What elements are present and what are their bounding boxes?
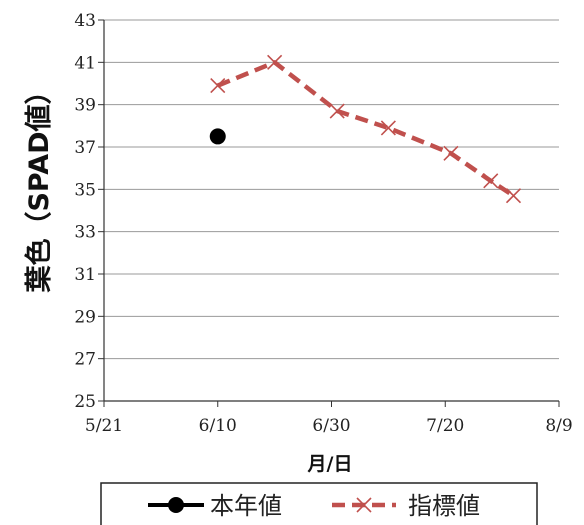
y-axis-title: 葉色（SPAD値）	[23, 77, 55, 293]
legend-label: 本年値	[210, 492, 282, 520]
indicator-point	[267, 54, 283, 70]
legend: 本年値 指標値	[100, 482, 538, 525]
y-tick-label: 33	[74, 223, 96, 243]
series-line-indicator	[216, 60, 515, 198]
y-tick-label: 25	[74, 392, 96, 412]
x-tick-label: 5/21	[85, 416, 123, 436]
x-tick-label: 7/20	[426, 416, 464, 436]
y-tick-label: 31	[74, 265, 96, 285]
indicator-point	[380, 120, 396, 136]
axes	[103, 20, 559, 402]
x-axis-title: 月/日	[307, 453, 353, 475]
x-tick-label: 8/9	[545, 416, 572, 436]
indicator-point	[329, 103, 345, 119]
x-tick-label: 6/30	[312, 416, 350, 436]
legend-marker-indicator	[356, 497, 372, 513]
indicator-point	[210, 78, 226, 94]
y-tick-label: 37	[74, 138, 96, 158]
y-tick-label: 41	[74, 53, 96, 73]
legend-marker-current	[168, 497, 184, 513]
indicator-point	[443, 145, 459, 161]
current-year-point	[209, 128, 226, 145]
x-tick-label: 6/10	[199, 416, 237, 436]
y-tick-label: 27	[74, 350, 96, 370]
y-axis-ticks: 25 27 29 31 33 35 37 39 41 43	[74, 11, 104, 412]
legend-label: 指標値	[408, 492, 480, 520]
indicator-point	[483, 173, 499, 189]
y-tick-label: 29	[74, 307, 96, 327]
y-tick-label: 39	[74, 96, 96, 116]
y-tick-label: 43	[74, 11, 96, 31]
x-axis-ticks: 5/21 6/10 6/30 7/20 8/9	[85, 401, 573, 436]
y-tick-label: 35	[74, 180, 96, 200]
indicator-point	[505, 188, 522, 204]
grid-lines	[104, 19, 559, 360]
series-group	[209, 54, 522, 204]
